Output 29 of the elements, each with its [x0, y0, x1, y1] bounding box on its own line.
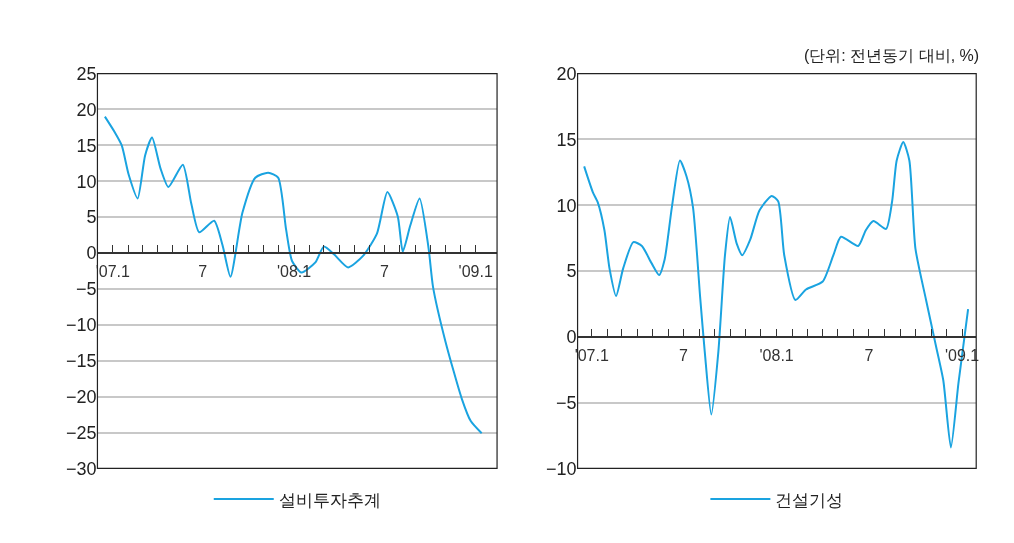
x-tick-label: '08.1 — [759, 346, 794, 364]
x-tick-label: 7 — [864, 346, 874, 364]
y-tick-label: 20 — [556, 63, 577, 84]
x-tick-label: 7 — [379, 263, 389, 281]
y-tick-label: −20 — [65, 386, 97, 407]
y-tick-label: −5 — [556, 392, 577, 413]
y-tick-label: 15 — [556, 129, 577, 150]
y-tick-label: 15 — [76, 135, 97, 156]
y-tick-label: 0 — [86, 243, 97, 264]
y-tick-label: 0 — [566, 327, 577, 348]
y-tick-label: 5 — [86, 207, 97, 228]
x-tick-label: '08.1 — [276, 263, 312, 281]
legend-label: 건설기성 — [775, 490, 844, 510]
y-tick-label: −30 — [65, 458, 97, 479]
x-tick-label: '09.1 — [458, 263, 493, 281]
y-tick-label: −25 — [65, 422, 97, 443]
y-tick-label: 10 — [556, 195, 577, 216]
text: (단위: 전년동기 대비, %) — [804, 47, 980, 64]
x-tick-label: 7 — [198, 263, 208, 281]
legend-label: 설비투자추계 — [278, 490, 381, 510]
y-tick-label: 10 — [76, 171, 97, 192]
y-tick-label: −10 — [65, 315, 97, 336]
y-tick-label: 25 — [76, 63, 97, 84]
y-tick-label: 20 — [76, 99, 97, 120]
y-tick-label: −10 — [546, 458, 577, 479]
y-tick-label: −5 — [75, 279, 97, 300]
y-tick-label: −15 — [65, 351, 97, 372]
x-tick-label: 7 — [678, 346, 688, 364]
y-tick-label: 5 — [566, 261, 577, 282]
